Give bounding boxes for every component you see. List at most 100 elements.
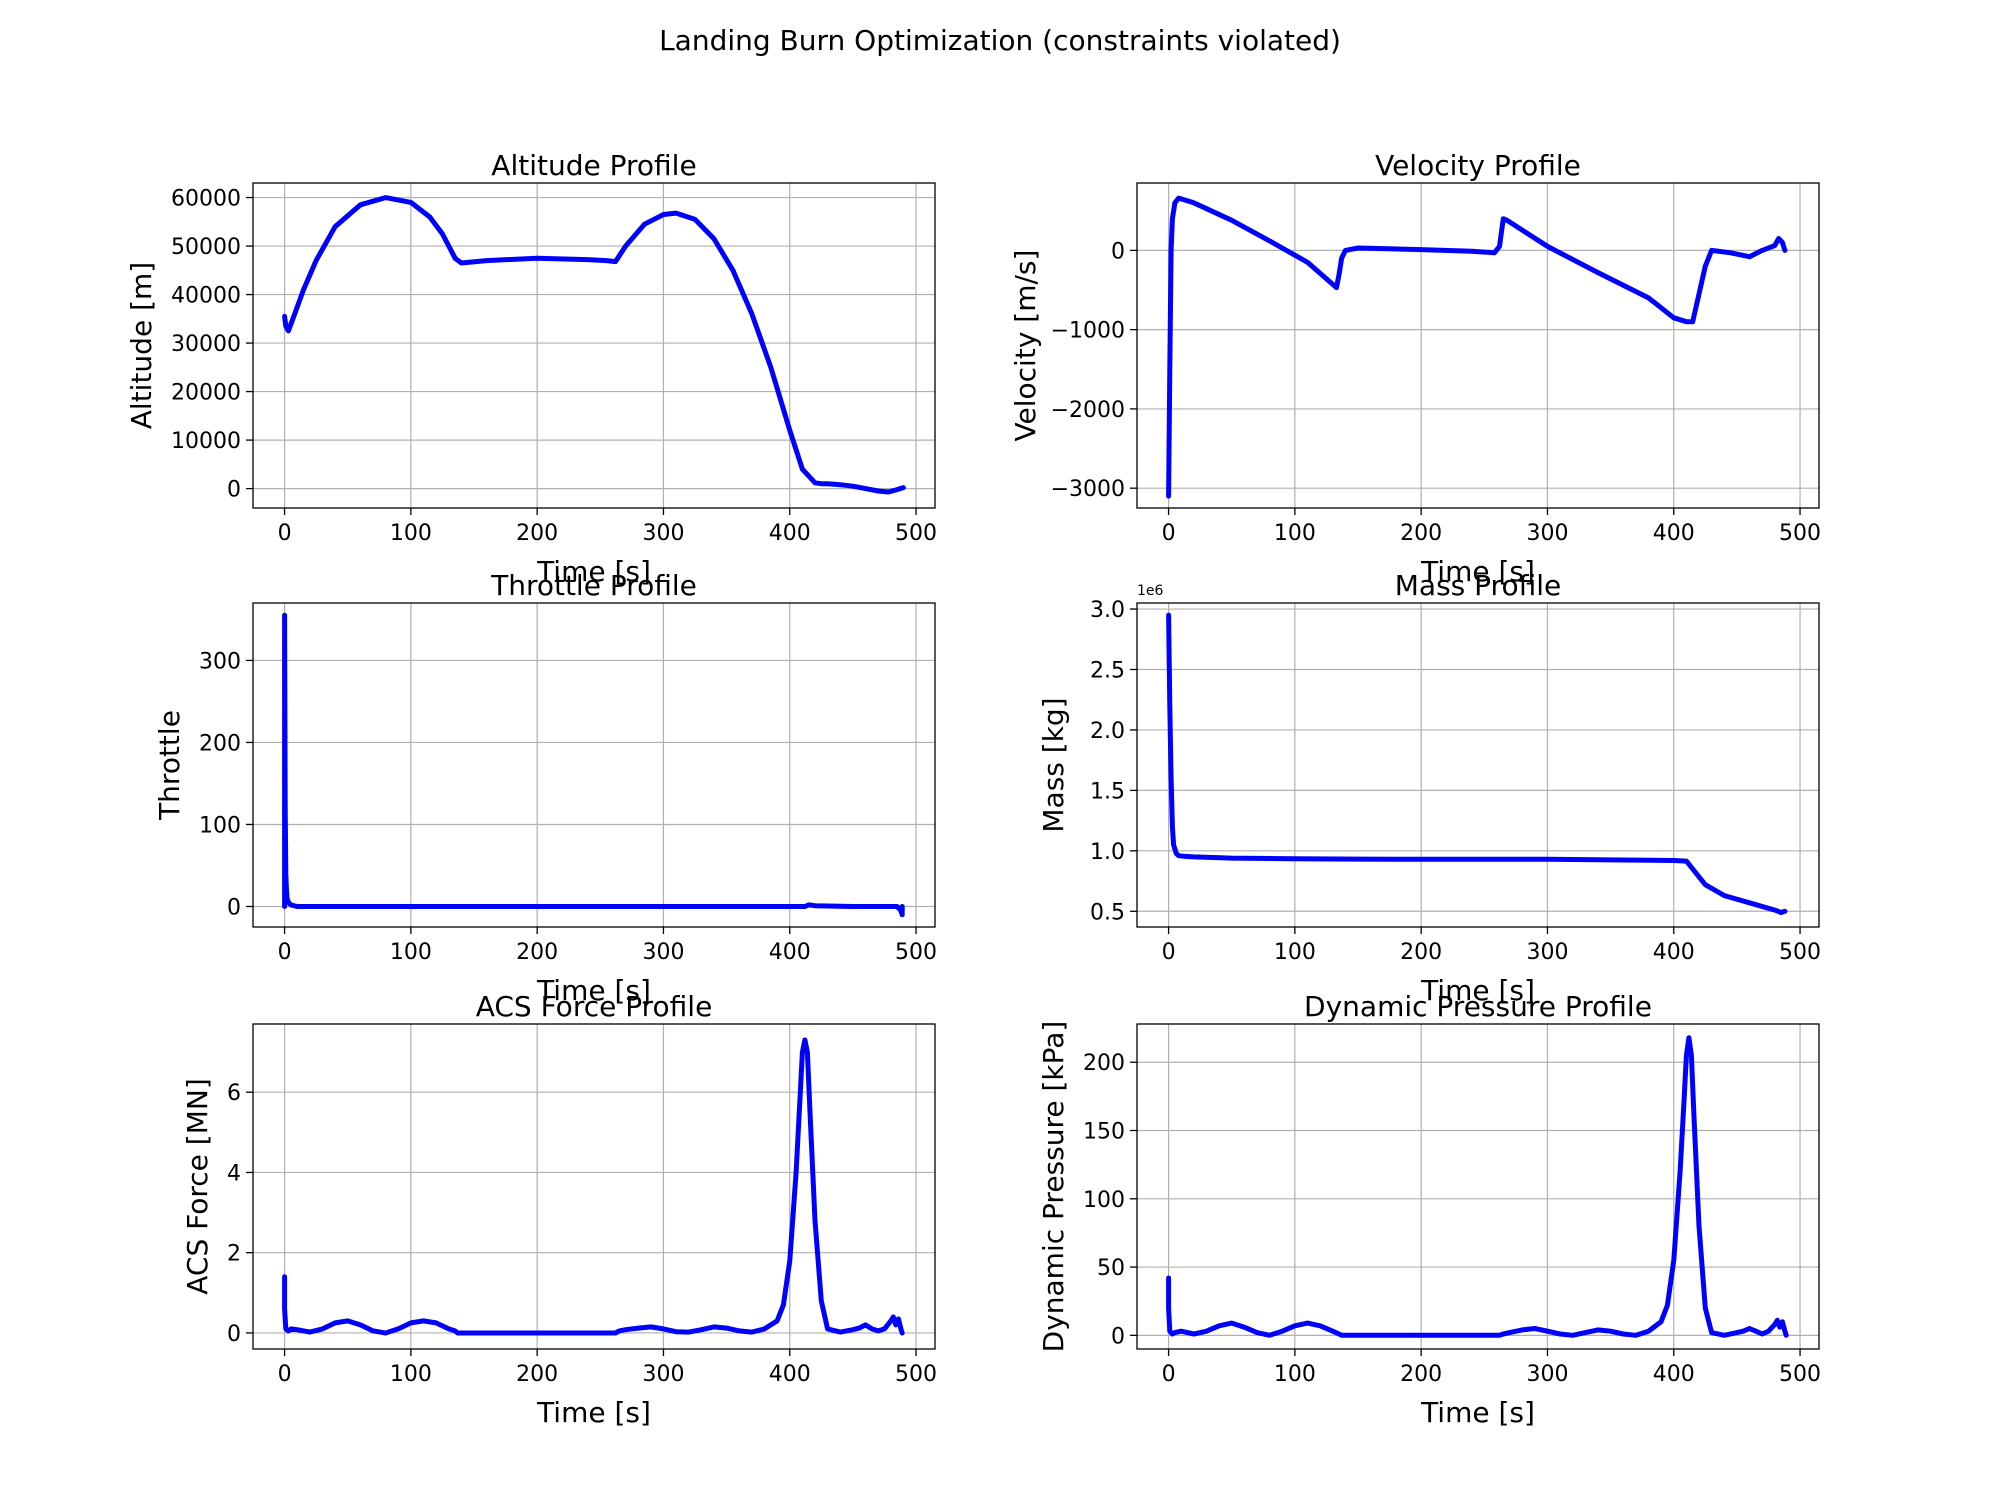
y-tick-label: −3000 — [1051, 477, 1125, 502]
x-tick-label: 200 — [1400, 521, 1442, 546]
x-tick-label: 300 — [1526, 521, 1568, 546]
plot-area — [253, 603, 935, 927]
x-tick-label: 500 — [895, 940, 937, 965]
y-axis-label: ACS Force [MN] — [181, 1078, 214, 1295]
y-tick-label: 30000 — [171, 332, 241, 357]
x-tick-label: 400 — [1653, 521, 1695, 546]
x-tick-label: 500 — [1779, 521, 1821, 546]
x-tick-label: 100 — [1274, 1362, 1316, 1387]
x-tick-label: 0 — [1162, 521, 1176, 546]
y-tick-label: −2000 — [1051, 398, 1125, 423]
x-tick-label: 300 — [642, 940, 684, 965]
subplot-5: 0 100 200 300 400 500 0 2 4 6 ACS Force Profile Tim… — [181, 990, 937, 1429]
subplot-title: Altitude Profile — [491, 149, 696, 182]
x-tick-label: 500 — [1779, 1362, 1821, 1387]
y-tick-label: 10000 — [171, 429, 241, 454]
subplot-1: 0 100 200 300 400 500 0 10000 20000 30000 40000 500… — [125, 149, 937, 588]
y-tick-label: 50 — [1097, 1256, 1125, 1281]
x-tick-label: 200 — [516, 1362, 558, 1387]
series-line — [282, 1037, 905, 1336]
y-axis-label: Velocity [m/s] — [1009, 250, 1042, 442]
subplot-title: Velocity Profile — [1375, 149, 1581, 182]
x-axis-label: Time [s] — [1420, 555, 1535, 588]
subplot-2: 0 100 200 300 400 500 −3000 −2000 −1000 0 Velocity… — [1009, 149, 1821, 588]
x-tick-label: 100 — [390, 940, 432, 965]
y-tick-label: 0 — [1111, 239, 1125, 264]
axes-frame — [1136, 1023, 1820, 1350]
x-tick-label: 200 — [1400, 1362, 1442, 1387]
y-axis-label: Dynamic Pressure [kPa] — [1037, 1021, 1070, 1353]
y-tick-label: 200 — [199, 731, 241, 756]
x-tick-label: 300 — [642, 521, 684, 546]
y-tick-label: 60000 — [171, 187, 241, 212]
y-axis-label: Mass [kg] — [1037, 697, 1070, 832]
x-tick-label: 0 — [1162, 1362, 1176, 1387]
x-axis-label: Time [s] — [1420, 1396, 1535, 1429]
x-tick-label: 400 — [1653, 1362, 1695, 1387]
x-tick-label: 500 — [895, 1362, 937, 1387]
x-axis-label: Time [s] — [1420, 974, 1535, 1007]
x-tick-label: 0 — [1162, 940, 1176, 965]
x-tick-label: 500 — [895, 521, 937, 546]
x-tick-label: 300 — [1526, 1362, 1568, 1387]
y-tick-label: 200 — [1083, 1051, 1125, 1076]
y-tick-label: 0 — [227, 895, 241, 920]
x-tick-label: 100 — [390, 1362, 432, 1387]
y-tick-label: 50000 — [171, 235, 241, 260]
series-line — [282, 612, 905, 918]
series-line — [1166, 612, 1788, 915]
y-tick-label: 2.0 — [1090, 719, 1125, 744]
y-tick-label: −1000 — [1051, 319, 1125, 344]
axes-frame — [1136, 182, 1820, 509]
axis-multiplier: 1e6 — [1137, 583, 1164, 599]
y-tick-label: 3.0 — [1090, 598, 1125, 623]
x-tick-label: 500 — [1779, 940, 1821, 965]
y-tick-label: 6 — [227, 1081, 241, 1106]
plot-area — [253, 183, 935, 508]
y-tick-label: 300 — [199, 649, 241, 674]
y-tick-label: 0 — [227, 1322, 241, 1347]
y-tick-label: 2 — [227, 1242, 241, 1267]
y-axis-label: Altitude [m] — [125, 262, 158, 429]
axes-frame — [252, 602, 936, 928]
x-axis-label: Time [s] — [536, 974, 651, 1007]
y-tick-label: 2.5 — [1090, 658, 1125, 683]
x-tick-label: 0 — [278, 940, 292, 965]
x-tick-label: 100 — [1274, 521, 1316, 546]
axes-frame — [252, 182, 936, 509]
subplot-title: Throttle Profile — [490, 569, 697, 602]
y-tick-label: 20000 — [171, 381, 241, 406]
figure-title: Landing Burn Optimization (constraints v… — [659, 24, 1341, 57]
x-tick-label: 200 — [516, 521, 558, 546]
x-tick-label: 400 — [769, 940, 811, 965]
y-tick-label: 40000 — [171, 284, 241, 309]
plot-area — [1137, 603, 1819, 927]
series-line — [1166, 1035, 1789, 1338]
subplot-title: Dynamic Pressure Profile — [1304, 990, 1652, 1023]
subplot-3: 0 100 200 300 400 500 0 100 200 300 Throttle Profi… — [153, 569, 937, 1007]
x-tick-label: 300 — [642, 1362, 684, 1387]
x-tick-label: 0 — [278, 1362, 292, 1387]
subplot-6: 0 100 200 300 400 500 0 50 100 150 200 Dynamic Pres… — [1037, 990, 1821, 1429]
x-tick-label: 400 — [1653, 940, 1695, 965]
x-tick-label: 400 — [769, 1362, 811, 1387]
y-tick-label: 0.5 — [1090, 900, 1125, 925]
x-tick-label: 400 — [769, 521, 811, 546]
y-axis-label: Throttle — [153, 710, 186, 821]
y-tick-label: 100 — [199, 813, 241, 838]
axes-frame — [252, 1023, 936, 1350]
subplot-4: 0 100 200 300 400 500 0.5 1.0 1.5 2.0 2.5 3.0 1e6 Mas… — [1037, 569, 1821, 1007]
y-tick-label: 4 — [227, 1161, 241, 1186]
x-tick-label: 200 — [516, 940, 558, 965]
subplot-title: ACS Force Profile — [476, 990, 713, 1023]
series-line — [282, 195, 906, 495]
x-tick-label: 100 — [390, 521, 432, 546]
x-tick-label: 100 — [1274, 940, 1316, 965]
y-tick-label: 1.5 — [1090, 779, 1125, 804]
plot-area — [1137, 1024, 1819, 1349]
x-tick-label: 200 — [1400, 940, 1442, 965]
x-axis-label: Time [s] — [536, 1396, 651, 1429]
series-line — [1166, 195, 1788, 499]
x-axis-label: Time [s] — [536, 555, 651, 588]
